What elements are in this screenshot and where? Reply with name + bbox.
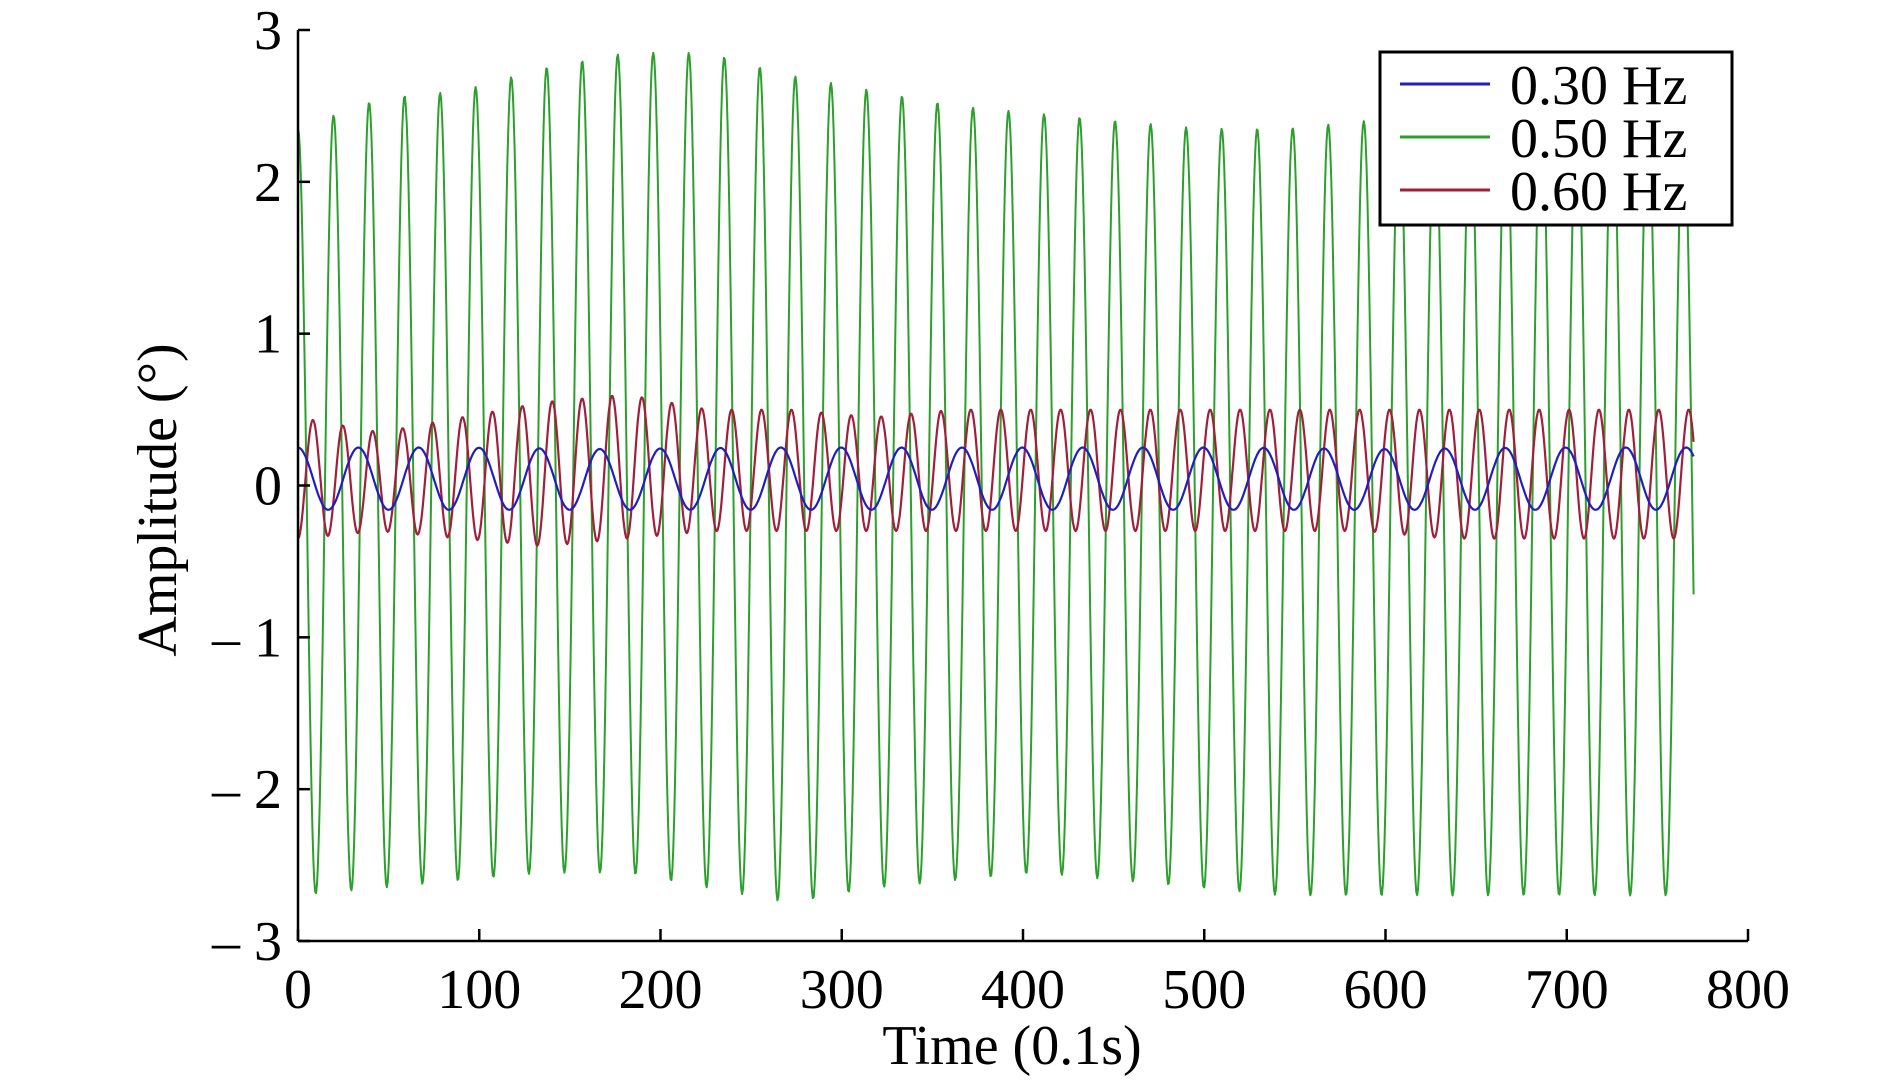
y-tick-label: 3 <box>254 0 282 62</box>
y-tick-label: – 2 <box>211 759 282 821</box>
legend: 0.30 Hz0.50 Hz0.60 Hz <box>1378 50 1734 227</box>
y-tick-label: 2 <box>254 152 282 214</box>
y-tick-label: 1 <box>254 304 282 366</box>
x-tick-label: 100 <box>437 959 521 1021</box>
tick-labels: 0 100 200 300 400 500 600 700 800 3 2 1 0 – 1 – 2 – 3 <box>211 0 1790 1021</box>
series-line-0-60-hz <box>297 394 1695 547</box>
legend-label: 0.30 Hz <box>1510 55 1687 117</box>
y-axis-label: Amplitude (°) <box>127 343 189 656</box>
x-tick-label: 0 <box>284 959 312 1021</box>
legend-label: 0.60 Hz <box>1510 161 1687 223</box>
x-tick-label: 500 <box>1162 959 1246 1021</box>
x-tick-label: 300 <box>800 959 884 1021</box>
series-line-0-50-hz <box>297 51 1695 902</box>
y-tick-label: 0 <box>254 456 282 518</box>
x-tick-label: 200 <box>619 959 703 1021</box>
x-tick-label: 800 <box>1706 959 1790 1021</box>
y-tick-label: – 1 <box>211 607 282 669</box>
legend-label: 0.50 Hz <box>1510 108 1687 170</box>
x-tick-label: 400 <box>981 959 1065 1021</box>
x-tick-label: 600 <box>1344 959 1428 1021</box>
axes <box>296 28 1750 943</box>
y-tick-label: – 3 <box>211 911 282 973</box>
x-axis-label: Time (0.1s) <box>882 1015 1141 1077</box>
series-layer <box>297 51 1695 902</box>
series-line-0-30-hz <box>297 446 1695 511</box>
x-tick-label: 700 <box>1525 959 1609 1021</box>
